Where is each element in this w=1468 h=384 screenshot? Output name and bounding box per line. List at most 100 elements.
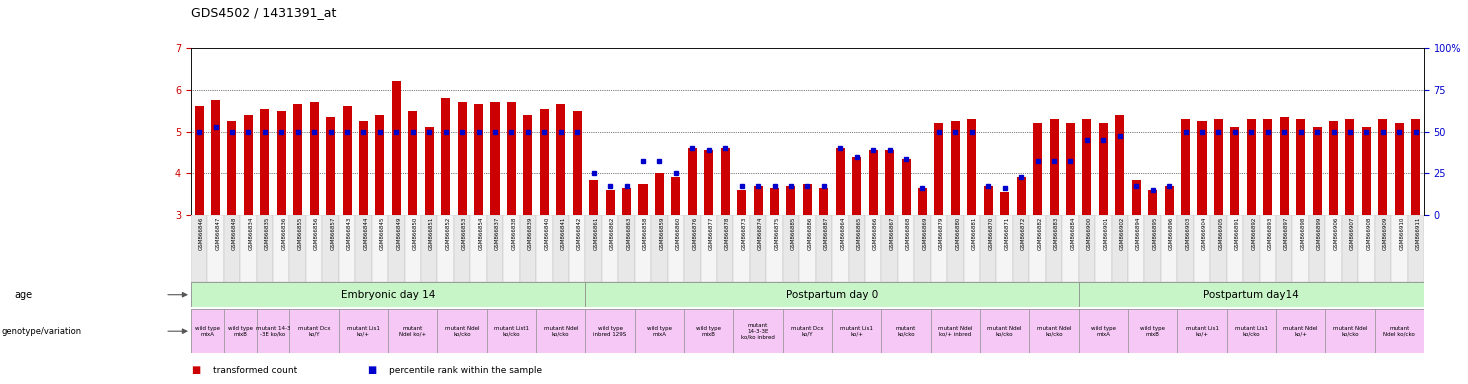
Bar: [947, 215, 963, 282]
Text: mutant Ndel
ko/cko: mutant Ndel ko/cko: [1036, 326, 1072, 337]
Bar: [869, 150, 878, 215]
Text: GSM866905: GSM866905: [1218, 217, 1223, 250]
Text: GSM866877: GSM866877: [709, 217, 713, 250]
Bar: [835, 148, 844, 215]
Bar: [898, 215, 915, 282]
Bar: [556, 104, 565, 215]
Bar: [1362, 127, 1371, 215]
Text: GSM866873: GSM866873: [741, 217, 747, 250]
Bar: [1095, 215, 1111, 282]
Text: Embryonic day 14: Embryonic day 14: [341, 290, 436, 300]
Bar: [392, 81, 401, 215]
Text: GSM866842: GSM866842: [577, 217, 583, 250]
Text: age: age: [15, 290, 32, 300]
Bar: [1260, 215, 1276, 282]
Bar: [524, 115, 533, 215]
Bar: [1177, 215, 1193, 282]
Bar: [1017, 177, 1026, 215]
Text: GSM866872: GSM866872: [1022, 217, 1026, 250]
Bar: [211, 100, 220, 215]
Bar: [458, 102, 467, 215]
Bar: [339, 215, 355, 282]
Bar: [1161, 215, 1177, 282]
Text: mutant Dcx
ko/Y: mutant Dcx ko/Y: [791, 326, 824, 337]
Bar: [668, 215, 684, 282]
Text: mutant Lis1
ko/+: mutant Lis1 ko/+: [840, 326, 873, 337]
Bar: [688, 148, 697, 215]
Text: GSM866853: GSM866853: [462, 217, 467, 250]
Bar: [273, 215, 289, 282]
Text: GSM866848: GSM866848: [232, 217, 236, 250]
Bar: [1296, 119, 1305, 215]
Text: GSM866870: GSM866870: [988, 217, 994, 250]
Bar: [1063, 215, 1079, 282]
Text: GSM866909: GSM866909: [1383, 217, 1387, 250]
Bar: [721, 148, 730, 215]
Bar: [750, 215, 766, 282]
Text: GSM866852: GSM866852: [446, 217, 451, 250]
Text: GSM866869: GSM866869: [922, 217, 928, 250]
Bar: [1292, 215, 1309, 282]
Text: GSM866838: GSM866838: [511, 217, 517, 250]
Bar: [865, 215, 881, 282]
Bar: [1374, 309, 1424, 353]
Bar: [1243, 215, 1260, 282]
Text: GSM866845: GSM866845: [380, 217, 385, 250]
Bar: [1079, 309, 1127, 353]
Bar: [339, 309, 388, 353]
Bar: [342, 106, 351, 215]
Bar: [1111, 215, 1127, 282]
Bar: [586, 215, 602, 282]
Text: mutant Lis1
ko/+: mutant Lis1 ko/+: [1186, 326, 1218, 337]
Bar: [437, 215, 454, 282]
Bar: [1227, 215, 1243, 282]
Text: GSM866881: GSM866881: [972, 217, 976, 250]
Bar: [405, 215, 421, 282]
Text: GSM866884: GSM866884: [1070, 217, 1076, 250]
Text: GSM866851: GSM866851: [429, 217, 435, 250]
Text: GSM866911: GSM866911: [1415, 217, 1421, 250]
Text: GSM866863: GSM866863: [627, 217, 631, 250]
Bar: [552, 215, 570, 282]
Text: percentile rank within the sample: percentile rank within the sample: [389, 366, 542, 375]
Bar: [1127, 309, 1177, 353]
Text: mutant Ndel
ko/cko: mutant Ndel ko/cko: [988, 326, 1022, 337]
Bar: [1395, 123, 1403, 215]
Text: GSM866885: GSM866885: [791, 217, 796, 250]
Text: GSM866878: GSM866878: [725, 217, 730, 250]
Bar: [442, 98, 451, 215]
Bar: [1246, 119, 1255, 215]
Text: GSM866839: GSM866839: [528, 217, 533, 250]
Bar: [700, 215, 716, 282]
Bar: [618, 215, 634, 282]
Text: GSM866843: GSM866843: [346, 217, 352, 250]
Text: GSM866844: GSM866844: [364, 217, 368, 250]
Bar: [671, 177, 680, 215]
Bar: [931, 215, 947, 282]
Bar: [639, 184, 647, 215]
Text: mutant Lis1
ko/+: mutant Lis1 ko/+: [346, 326, 380, 337]
Bar: [207, 215, 223, 282]
Bar: [490, 102, 499, 215]
Text: GSM866896: GSM866896: [1169, 217, 1174, 250]
Bar: [487, 215, 504, 282]
Bar: [573, 111, 581, 215]
Bar: [191, 215, 207, 282]
Text: GSM866902: GSM866902: [1120, 217, 1124, 250]
Bar: [602, 215, 618, 282]
Bar: [1066, 123, 1075, 215]
Bar: [536, 215, 552, 282]
Text: GSM866900: GSM866900: [1086, 217, 1092, 250]
Text: mutant Ndel
ko/+: mutant Ndel ko/+: [1283, 326, 1318, 337]
Bar: [305, 215, 323, 282]
Bar: [716, 215, 734, 282]
Bar: [1329, 121, 1337, 215]
Bar: [622, 188, 631, 215]
Text: mutant
ko/cko: mutant ko/cko: [895, 326, 916, 337]
Bar: [223, 215, 241, 282]
Bar: [935, 123, 944, 215]
Text: GSM866903: GSM866903: [1186, 217, 1191, 250]
Bar: [1164, 186, 1173, 215]
Bar: [984, 186, 992, 215]
Text: GSM866847: GSM866847: [216, 217, 220, 250]
